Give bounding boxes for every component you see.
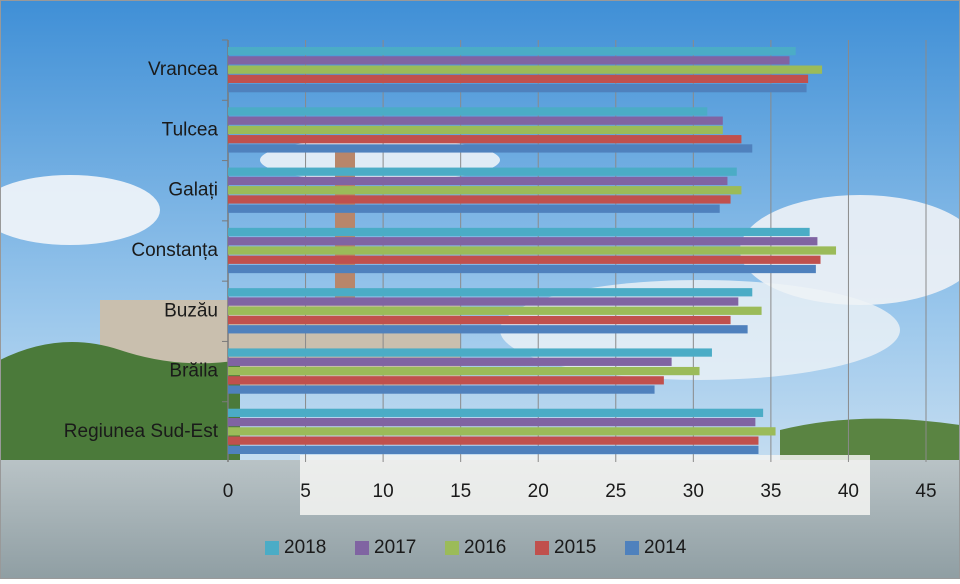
bar [228,348,712,357]
legend-label: 2015 [554,537,596,558]
legend-label: 2018 [284,537,326,558]
bar [228,167,737,176]
bar [228,385,655,394]
bar [228,325,748,334]
bar [228,436,759,445]
bar [228,408,764,417]
bar [228,306,762,315]
bar [228,107,708,116]
x-tick-label: 25 [605,481,626,502]
legend-swatch [445,541,459,555]
y-tick-label: Galați [168,180,218,201]
bar [228,297,739,306]
bar [228,176,728,186]
y-tick-label: Constanța [131,240,218,261]
y-tick-label: Vrancea [148,59,218,80]
y-tick-label: Tulcea [162,119,219,140]
legend-swatch [625,541,639,555]
bar [228,116,723,125]
bar [228,445,759,454]
bar [228,357,672,366]
bar [228,237,818,246]
x-tick-label: 35 [760,481,781,502]
legend-swatch [355,541,369,555]
x-tick-label: 45 [915,481,936,502]
bar [228,135,742,144]
x-tick-label: 5 [300,481,311,502]
bar [228,186,742,195]
bar [228,74,809,84]
bar [228,366,700,376]
bar [228,65,823,74]
bar [228,417,756,427]
bar [228,84,807,93]
bar [228,195,731,204]
legend-label: 2016 [464,537,506,558]
bar [228,246,837,255]
bar [228,376,664,385]
y-tick-label: Buzău [164,300,218,321]
bar [228,144,753,153]
bar [228,227,810,237]
x-tick-label: 30 [683,481,704,502]
legend-swatch [265,541,279,555]
bar [228,264,816,274]
legend-label: 2017 [374,537,416,558]
legend-swatch [535,541,549,555]
x-tick-label: 10 [373,481,394,502]
bar [228,47,796,56]
x-tick-label: 15 [450,481,471,502]
bar [228,125,723,135]
legend-label: 2014 [644,537,687,558]
bar [228,204,720,213]
bar [228,56,790,65]
y-tick-label: Brăila [169,361,218,382]
bar [228,255,821,264]
x-tick-label: 0 [223,481,234,502]
bar [228,288,753,297]
bar [228,427,776,436]
x-tick-label: 40 [838,481,859,502]
x-tick-label: 20 [528,481,549,502]
bar [228,315,731,325]
y-tick-label: Regiunea Sud-Est [64,421,219,442]
